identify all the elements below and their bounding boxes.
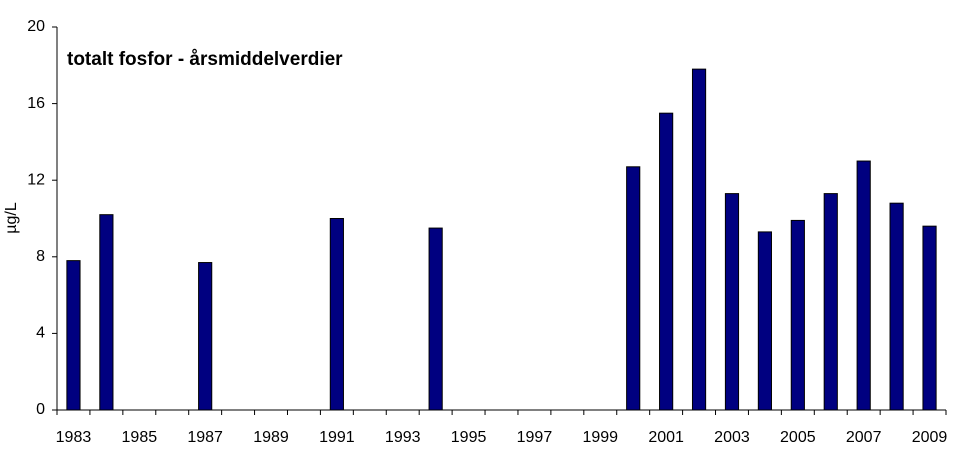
bar [99, 214, 114, 411]
y-tick-label: 0 [36, 401, 45, 418]
bar [823, 193, 838, 411]
x-tick-label: 1991 [319, 429, 355, 446]
y-tick-label: 8 [36, 248, 45, 265]
bar [856, 160, 871, 411]
y-tick-label: 12 [27, 171, 45, 188]
x-tick-label: 1983 [56, 429, 92, 446]
bar [889, 202, 904, 411]
chart-title: totalt fosfor - årsmiddelverdier [67, 49, 343, 70]
y-tick-label: 16 [27, 95, 45, 112]
bar [428, 227, 443, 411]
x-tick-label: 2009 [912, 429, 948, 446]
x-tick-label: 2001 [648, 429, 684, 446]
x-tick-label: 1985 [122, 429, 158, 446]
x-tick-label: 1987 [187, 429, 223, 446]
bar [922, 225, 937, 411]
bar [66, 260, 81, 411]
bar [626, 166, 641, 411]
x-tick-label: 2005 [780, 429, 816, 446]
bar [659, 112, 674, 411]
bar [757, 231, 772, 411]
x-tick-label: 1999 [582, 429, 618, 446]
x-tick-label: 2007 [846, 429, 882, 446]
x-tick-label: 1989 [253, 429, 289, 446]
bar [691, 68, 707, 411]
bar [329, 218, 344, 411]
y-axis-label: µg/L [3, 202, 20, 234]
bar [724, 193, 740, 411]
bar [790, 219, 805, 411]
y-tick-label: 20 [27, 18, 45, 35]
x-tick-label: 2003 [714, 429, 750, 446]
x-tick-label: 1995 [451, 429, 487, 446]
x-tick-label: 1993 [385, 429, 421, 446]
x-tick-label: 1997 [517, 429, 553, 446]
y-tick-label: 4 [36, 325, 45, 342]
bar [198, 262, 213, 411]
